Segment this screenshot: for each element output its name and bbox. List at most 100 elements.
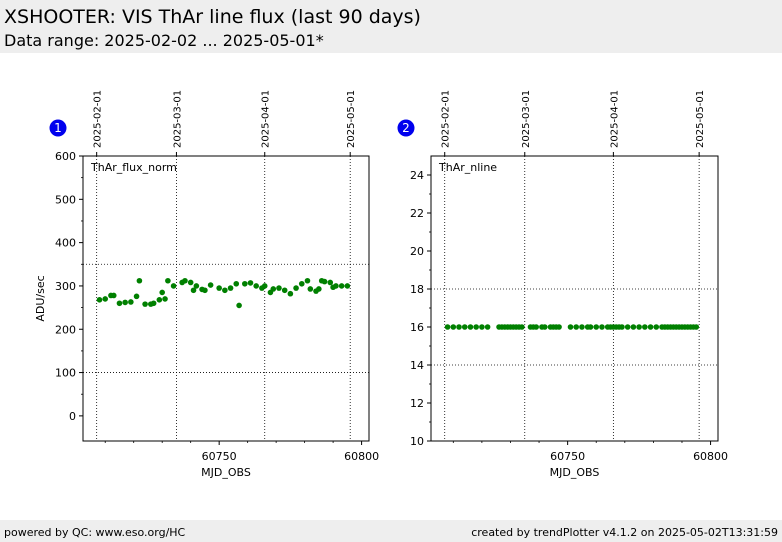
chart-1-data-point bbox=[293, 285, 299, 291]
chart-1: 1 2025-02-01 2025-03-01 2025-04-01 2025-05-0… bbox=[34, 90, 379, 479]
chart-1-data-point bbox=[170, 283, 177, 289]
chart-2-data-point bbox=[636, 324, 642, 330]
chart-1-data-point bbox=[321, 278, 328, 285]
chart-1-data-point bbox=[216, 285, 222, 291]
chart-2-data-point bbox=[519, 324, 525, 330]
chart-2-data-point bbox=[541, 324, 548, 330]
chart-2-x-tick-label: 60800 bbox=[693, 450, 728, 463]
chart-2-data-point bbox=[473, 324, 479, 330]
chart-1-data-point bbox=[270, 286, 277, 292]
footer-created-by: created by trendPlotter v4.1.2 on 2025-0… bbox=[471, 526, 778, 539]
chart-1-data-point bbox=[116, 300, 123, 307]
chart-2-annotation: ThAr_nline bbox=[438, 161, 497, 174]
chart-1-y-tick-label: 600 bbox=[55, 150, 76, 163]
chart-2-date-label: 2025-05-01 bbox=[695, 90, 706, 148]
chart-1-badge-label: 1 bbox=[54, 121, 62, 135]
chart-1-badge: 1 bbox=[49, 119, 67, 137]
chart-2-x-tick-label: 60750 bbox=[550, 450, 585, 463]
chart-1-data-point bbox=[304, 277, 311, 284]
chart-1-date-label: 2025-04-01 bbox=[261, 90, 272, 148]
chart-1-data-point bbox=[247, 280, 254, 286]
chart-2-y-tick-label: 18 bbox=[410, 283, 424, 296]
chart-2-data-point bbox=[450, 324, 457, 330]
chart-1-data-point bbox=[287, 290, 294, 297]
chart-2-data-point bbox=[533, 324, 539, 330]
chart-2-y-tick-label: 16 bbox=[410, 321, 424, 334]
chart-1-badge-circle bbox=[49, 119, 67, 137]
chart-1-y-tick-label: 200 bbox=[55, 323, 76, 336]
chart-1-x-tick-label: 60800 bbox=[344, 450, 379, 463]
chart-1-data-point bbox=[207, 282, 214, 288]
chart-1-data-point bbox=[242, 280, 248, 287]
chart-1-data-point bbox=[122, 299, 128, 306]
chart-2-y-tick-label: 14 bbox=[410, 359, 424, 372]
chart-1-date-label: 2025-02-01 bbox=[93, 90, 104, 148]
chart-2-date-label: 2025-04-01 bbox=[609, 90, 620, 148]
chart-1-data-point bbox=[133, 293, 140, 300]
chart-1-data-point bbox=[333, 283, 339, 289]
chart-2-data-point bbox=[444, 324, 451, 330]
chart-2-y-tick-label: 24 bbox=[410, 169, 424, 182]
chart-2-y-tick-label: 12 bbox=[410, 397, 424, 410]
chart-2-x-axis-label: MJD_OBS bbox=[550, 466, 600, 479]
chart-2-data-point bbox=[579, 324, 585, 330]
chart-1-data-point bbox=[142, 301, 148, 307]
chart-2-data-point bbox=[599, 324, 605, 330]
chart-1-data-point bbox=[227, 285, 234, 291]
chart-1-data-point bbox=[202, 287, 208, 294]
chart-2-data-point bbox=[587, 324, 594, 330]
chart-1-y-tick-label: 500 bbox=[55, 193, 76, 206]
chart-2-data-point bbox=[556, 324, 562, 330]
chart-1-data-point bbox=[233, 280, 240, 287]
chart-1-data-point bbox=[281, 287, 288, 294]
chart-1-data-point bbox=[222, 287, 228, 294]
chart-1-data-point bbox=[136, 277, 143, 284]
chart-1-x-tick-label: 60750 bbox=[202, 450, 237, 463]
chart-1-axes-frame bbox=[82, 155, 370, 442]
chart-2-y-tick-label: 22 bbox=[410, 207, 424, 220]
chart-1-data-point bbox=[128, 299, 134, 305]
chart-1-data-point bbox=[162, 296, 168, 302]
chart-2-data-point bbox=[593, 324, 600, 330]
chart-2-data-point bbox=[479, 324, 485, 330]
chart-1-data-point bbox=[253, 283, 259, 289]
chart-2-date-label: 2025-03-01 bbox=[521, 90, 532, 148]
chart-2-data-point bbox=[647, 324, 654, 330]
chart-1-date-label: 2025-05-01 bbox=[346, 90, 357, 148]
chart-2-data-point bbox=[693, 324, 700, 330]
data-range-subtitle: Data range: 2025-02-02 ... 2025-05-01* bbox=[4, 31, 324, 50]
chart-1-data-point bbox=[236, 302, 242, 309]
chart-2-data-point bbox=[642, 324, 648, 330]
chart-1-data-point bbox=[165, 277, 171, 284]
chart-2-data-point bbox=[630, 324, 637, 330]
chart-1-data-point bbox=[307, 286, 314, 292]
chart-1-annotation: ThAr_flux_norm bbox=[90, 161, 177, 174]
chart-2-axes-frame bbox=[430, 155, 719, 442]
page-footer: powered by QC: www.eso.org/HC created by… bbox=[0, 520, 782, 542]
chart-1-data-point bbox=[261, 283, 268, 289]
chart-1-data-point bbox=[316, 286, 322, 292]
chart-2-y-tick-label: 20 bbox=[410, 245, 424, 258]
chart-1-data-point bbox=[338, 283, 345, 289]
chart-2-data-point bbox=[619, 324, 625, 330]
footer-powered-by: powered by QC: www.eso.org/HC bbox=[4, 526, 186, 539]
chart-1-data-point bbox=[187, 279, 194, 286]
chart-1-data-point bbox=[182, 277, 188, 284]
chart-1-y-tick-label: 400 bbox=[55, 237, 76, 250]
chart-1-data-point bbox=[276, 285, 282, 291]
chart-2-badge-circle bbox=[397, 119, 415, 137]
chart-1-data-point bbox=[102, 296, 109, 302]
chart-2-data-point bbox=[461, 324, 468, 330]
chart-2: 2 2025-02-01 2025-03-01 2025-04-01 2025-05-0… bbox=[397, 90, 728, 479]
chart-1-y-axis-label: ADU/sec bbox=[34, 275, 47, 321]
chart-2-data-point bbox=[653, 324, 660, 330]
page-title: XSHOOTER: VIS ThAr line flux (last 90 da… bbox=[4, 6, 421, 28]
chart-1-data-point bbox=[156, 296, 163, 303]
chart-1-data-point bbox=[150, 300, 157, 307]
chart-2-data-point bbox=[484, 324, 491, 330]
chart-2-y-tick-label: 10 bbox=[410, 435, 424, 448]
chart-1-x-axis-label: MJD_OBS bbox=[201, 466, 251, 479]
chart-1-data-point bbox=[298, 280, 305, 287]
chart-1-y-tick-label: 300 bbox=[55, 280, 76, 293]
